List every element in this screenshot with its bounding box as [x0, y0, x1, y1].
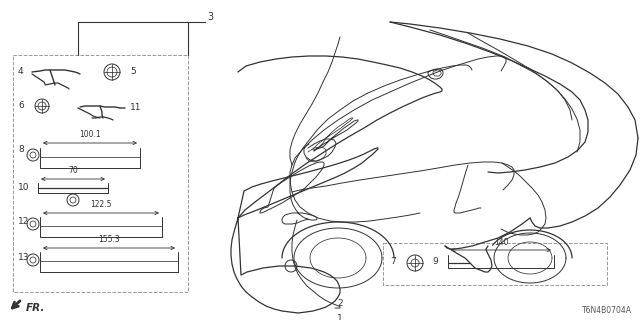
- Bar: [383, 243, 607, 285]
- Text: 7: 7: [390, 258, 396, 267]
- Text: 4: 4: [18, 68, 24, 76]
- Text: 70: 70: [68, 166, 78, 175]
- Bar: [13, 55, 188, 292]
- Text: 8: 8: [18, 146, 24, 155]
- Text: 6: 6: [18, 100, 24, 109]
- Text: 9: 9: [432, 258, 438, 267]
- Text: 12: 12: [18, 218, 29, 227]
- Text: 155.3: 155.3: [98, 235, 120, 244]
- Text: 100.1: 100.1: [79, 130, 101, 139]
- Text: 3: 3: [207, 12, 213, 22]
- Text: 10: 10: [18, 183, 29, 193]
- Text: 122.5: 122.5: [90, 200, 112, 209]
- Text: 11: 11: [130, 102, 141, 111]
- Text: 13: 13: [18, 253, 29, 262]
- Text: 140: 140: [493, 238, 508, 247]
- Text: T6N4B0704A: T6N4B0704A: [582, 306, 632, 315]
- Text: 1: 1: [337, 314, 343, 320]
- Text: FR.: FR.: [26, 303, 45, 313]
- Text: 2: 2: [337, 299, 343, 308]
- Text: 5: 5: [130, 67, 136, 76]
